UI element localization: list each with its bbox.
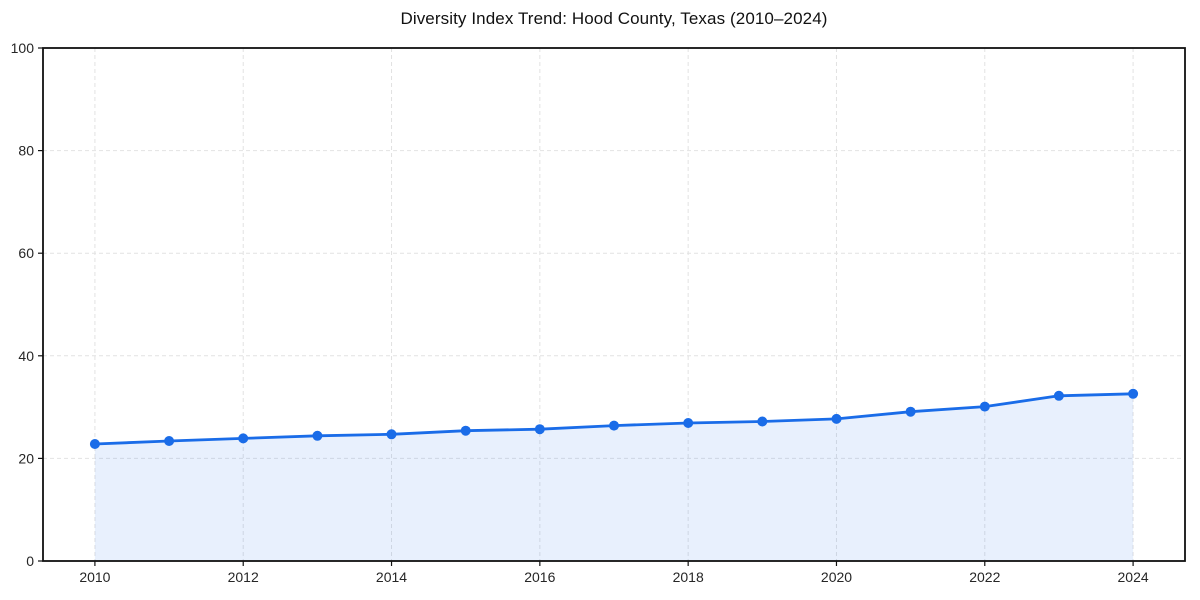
y-tick-label-60: 60 [18,245,34,261]
x-tick-label-2010: 2010 [79,569,110,585]
data-point-2019 [757,416,768,427]
y-tick-label-20: 20 [18,450,34,466]
data-point-2018 [683,418,694,428]
data-point-2010 [89,439,100,449]
data-point-2020 [831,413,842,424]
data-point-2017 [609,420,619,431]
y-tick-label-40: 40 [18,348,34,364]
data-point-2023 [1053,390,1064,401]
data-point-2022 [979,401,990,412]
x-tick-label-2018: 2018 [673,569,704,585]
data-point-2015 [460,425,471,436]
area-fill [94,393,1134,561]
y-tick-label-80: 80 [18,143,34,159]
x-tick-label-2016: 2016 [524,569,555,585]
y-tick-label-0: 0 [26,553,34,569]
plot-border [42,47,1186,562]
data-point-2011 [164,436,175,446]
x-tick-label-2020: 2020 [821,569,852,585]
x-tick-label-2024: 2024 [1118,569,1149,585]
x-tick-label-2014: 2014 [376,569,407,585]
data-point-2013 [312,430,323,441]
data-point-2012 [238,433,249,444]
x-tick-label-2022: 2022 [969,569,1000,585]
data-point-2021 [905,406,916,417]
data-point-2016 [534,424,545,435]
data-point-2024 [1128,388,1139,399]
y-tick-label-100: 100 [11,40,35,56]
x-tick-label-2012: 2012 [228,569,259,585]
chart-title: Diversity Index Trend: Hood County, Texa… [400,9,828,28]
data-point-2014 [386,429,397,440]
